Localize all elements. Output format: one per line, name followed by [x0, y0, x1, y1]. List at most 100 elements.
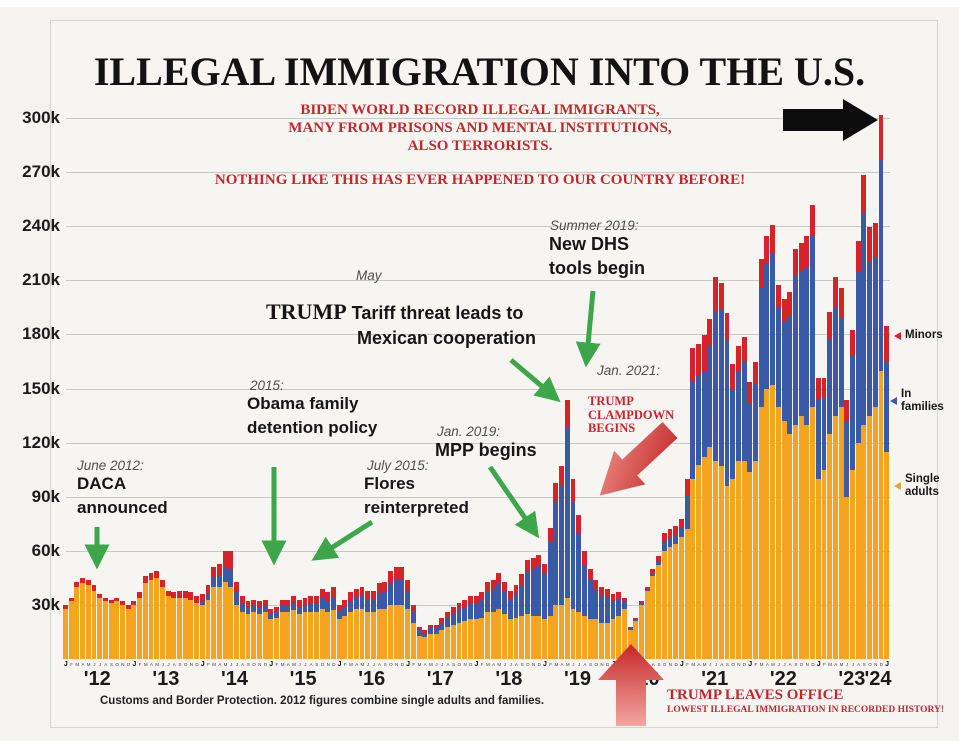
month-letter: J	[298, 662, 301, 667]
segment-singles	[713, 461, 719, 659]
segment-families	[519, 585, 525, 616]
segment-families	[855, 272, 861, 443]
bar-month	[821, 378, 827, 659]
segment-minors	[456, 603, 462, 611]
month-letter: M	[360, 662, 365, 667]
segment-minors	[502, 581, 508, 593]
segment-singles	[291, 610, 297, 659]
segment-families	[445, 617, 451, 627]
segment-minors	[770, 225, 776, 255]
segment-minors	[450, 606, 456, 615]
gridline-270k	[66, 172, 890, 174]
segment-families	[239, 603, 245, 613]
warning-text-block-2: NOTHING LIKE THIS HAS EVER HAPPENED TO O…	[160, 171, 800, 189]
bar-month	[621, 597, 627, 659]
segment-singles	[867, 416, 873, 659]
segment-minors	[473, 596, 479, 604]
segment-singles	[137, 597, 143, 659]
segment-singles	[599, 623, 604, 659]
segment-minors	[154, 570, 160, 578]
bar-month	[68, 597, 74, 659]
segment-singles	[154, 578, 160, 659]
segment-singles	[593, 619, 599, 659]
segment-families	[274, 612, 279, 618]
month-letter: J	[748, 661, 753, 668]
bar-month	[724, 313, 730, 659]
segment-minors	[821, 378, 827, 398]
segment-minors	[194, 596, 200, 604]
gridline-150k	[66, 388, 890, 390]
segment-families	[815, 399, 821, 479]
bar-month	[108, 599, 114, 659]
month-letter: J	[167, 662, 170, 667]
month-letter: A	[583, 662, 587, 667]
segment-minors	[490, 579, 496, 589]
segment-singles	[519, 615, 525, 659]
segment-singles	[485, 612, 490, 659]
segment-singles	[268, 619, 274, 659]
segment-minors	[479, 592, 485, 600]
segment-minors	[422, 630, 428, 634]
bar-month	[599, 587, 604, 659]
segment-families	[405, 590, 411, 609]
segment-singles	[690, 479, 696, 659]
segment-singles	[416, 635, 422, 659]
bar-month	[633, 617, 639, 659]
obama-annotation: Obama family detention policy	[247, 392, 377, 440]
segment-families	[410, 612, 416, 623]
month-letter: S	[520, 662, 524, 667]
month-letter: O	[594, 662, 598, 667]
segment-singles	[85, 585, 91, 659]
bar-month	[536, 554, 542, 659]
source-note: Customs and Border Protection. 2012 figu…	[100, 695, 545, 707]
segment-families	[450, 614, 456, 625]
segment-singles	[764, 389, 770, 659]
segment-singles	[627, 630, 633, 659]
bar-month	[80, 578, 86, 659]
legend-families: In families	[890, 388, 944, 414]
segment-minors	[285, 599, 291, 606]
segment-singles	[296, 614, 302, 659]
segment-singles	[182, 597, 188, 659]
segment-singles	[536, 615, 542, 659]
bar-month	[114, 597, 120, 659]
month-letter: N	[326, 662, 330, 667]
month-letter: N	[395, 662, 399, 667]
gridline-210k	[66, 280, 890, 282]
year-label-23: '23	[838, 668, 866, 690]
bar-month	[832, 277, 838, 659]
bar-month	[627, 626, 633, 659]
bar-month	[171, 592, 177, 659]
month-letter: D	[879, 662, 884, 667]
bar-month	[661, 533, 667, 659]
segment-minors	[713, 277, 719, 312]
bar-month	[439, 617, 445, 659]
segment-minors	[234, 581, 239, 593]
segment-families	[650, 572, 656, 577]
segment-families	[713, 311, 719, 461]
month-letter: M	[223, 662, 228, 667]
segment-families	[559, 486, 565, 605]
bar-month	[730, 363, 736, 659]
month-letter: D	[811, 662, 815, 667]
segment-minors	[462, 599, 468, 607]
segment-families	[707, 345, 713, 447]
y-tick-label: 300k	[22, 108, 60, 128]
segment-singles	[724, 486, 730, 659]
bar-month	[593, 579, 599, 659]
segment-singles	[673, 543, 679, 659]
month-letter: J	[816, 661, 821, 668]
month-letter: S	[315, 662, 319, 667]
segment-minors	[855, 241, 861, 272]
segment-minors	[747, 381, 753, 404]
month-letter: D	[400, 662, 404, 667]
segment-families	[462, 606, 468, 622]
segment-singles	[359, 608, 365, 659]
segment-families	[593, 588, 599, 620]
warning-line-3: ALSO TERRORISTS.	[407, 138, 553, 154]
obama-line-1: Obama family	[247, 394, 359, 413]
month-letter: J	[441, 662, 444, 667]
bar-month	[376, 583, 382, 659]
segment-singles	[513, 617, 519, 659]
